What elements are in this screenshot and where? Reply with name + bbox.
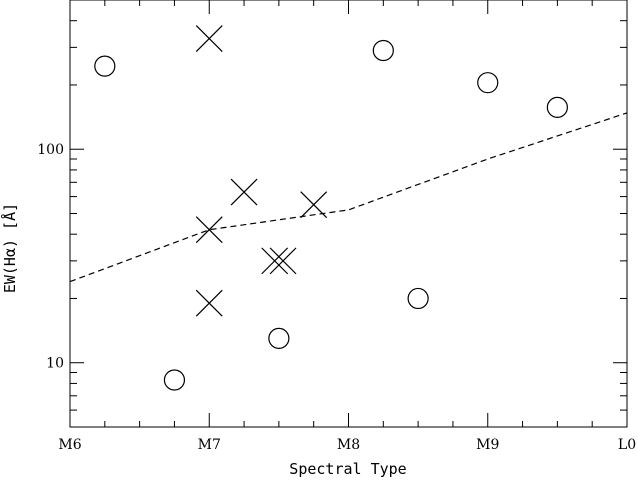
- dashed-threshold-line: [69, 112, 628, 283]
- circle-data-point: [163, 369, 186, 391]
- y-tick-label: 10: [46, 356, 64, 372]
- circle-data-point: [94, 55, 116, 77]
- axis-tick-labels: M6 M7 M8 M9 L0 10 100: [37, 142, 636, 453]
- cross-data-point: [195, 289, 223, 317]
- x-tick-label: L0: [618, 437, 636, 453]
- axis-ticks: [69, 0, 628, 428]
- circle-data-point: [407, 287, 429, 310]
- cross-data-point: [195, 216, 223, 244]
- cross-data-point: [269, 247, 297, 275]
- cross-data-point: [261, 247, 289, 275]
- x-tick-label: M8: [337, 437, 360, 453]
- cross-data-point: [230, 178, 258, 206]
- x-axis-title: Spectral Type: [289, 460, 406, 478]
- circle-data-point: [477, 72, 499, 94]
- circle-data-point: [268, 327, 290, 350]
- circle-data-point: [372, 39, 394, 62]
- y-tick-label: 100: [37, 142, 64, 158]
- x-tick-label: M6: [58, 437, 81, 453]
- y-axis-title: EW(Hα) [Å]: [0, 203, 19, 293]
- plot-frame: [69, 0, 628, 428]
- cross-data-point: [195, 25, 223, 52]
- circle-data-point: [546, 96, 568, 119]
- x-tick-label: M7: [198, 437, 221, 453]
- series-layer: [69, 25, 628, 391]
- x-tick-label: M9: [476, 437, 499, 453]
